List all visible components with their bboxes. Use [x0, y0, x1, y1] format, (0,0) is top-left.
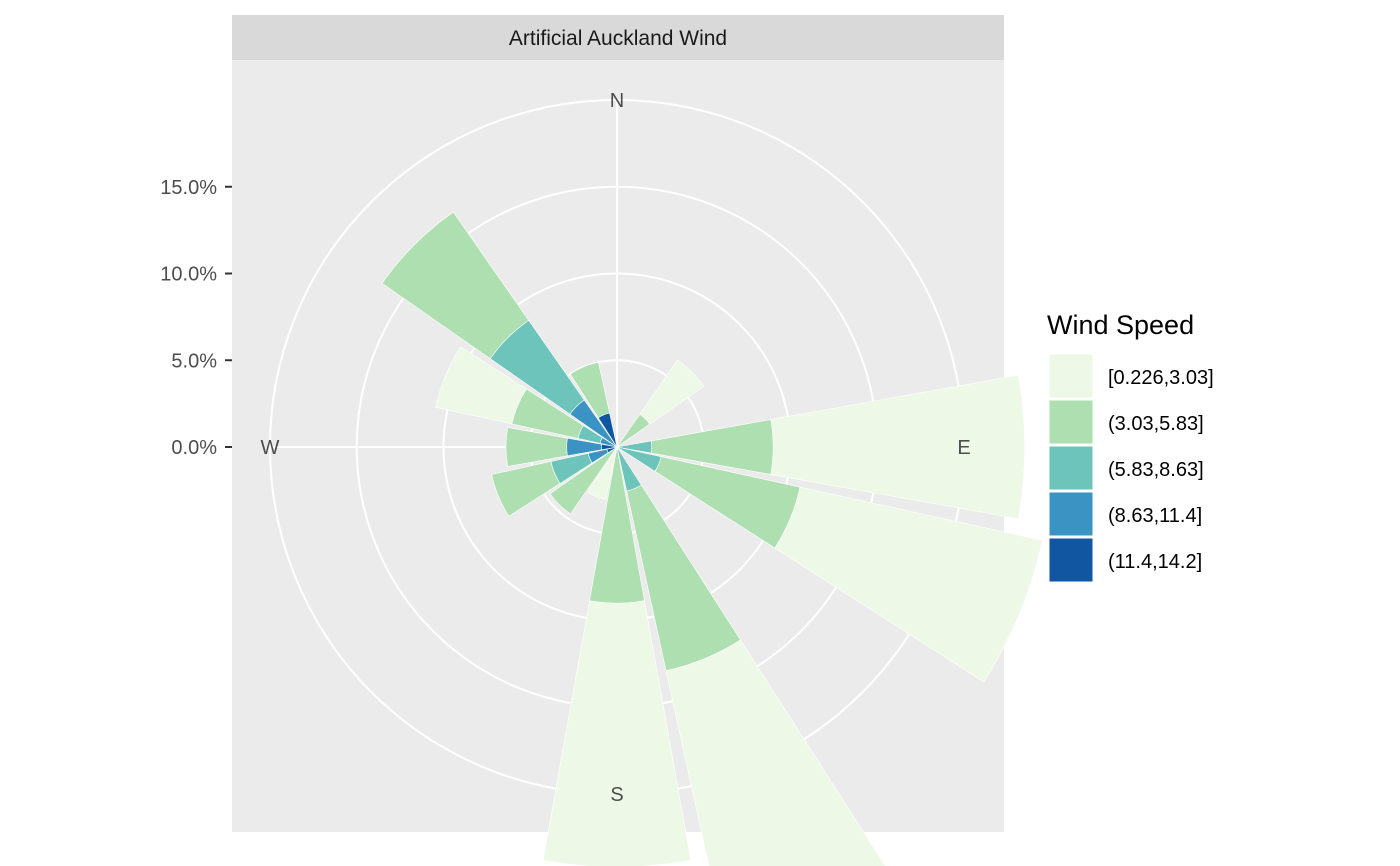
r-tick-label-0: 0.0%	[171, 437, 217, 459]
legend-label-3: (8.63,11.4]	[1108, 505, 1202, 527]
radial-axis: 0.0% 5.0% 10.0% 15.0%	[160, 177, 232, 459]
legend: Wind Speed [0.226,3.03] (3.03,5.83] (5.83,…	[1047, 310, 1214, 582]
legend-title: Wind Speed	[1047, 310, 1194, 340]
legend-swatch-4	[1049, 538, 1093, 582]
legend-label-4: (11.4,14.2]	[1108, 551, 1202, 573]
legend-label-1: (3.03,5.83]	[1108, 413, 1204, 435]
legend-swatch-1	[1049, 400, 1093, 444]
legend-swatch-3	[1049, 492, 1093, 536]
legend-label-0: [0.226,3.03]	[1108, 367, 1214, 389]
legend-label-2: (5.83,8.63]	[1108, 459, 1204, 481]
legend-swatch-2	[1049, 446, 1093, 490]
chart-title: Artificial Auckland Wind	[509, 27, 727, 50]
direction-label-n: N	[610, 90, 624, 112]
direction-label-w: W	[261, 437, 280, 459]
r-tick-label-2: 10.0%	[160, 264, 217, 286]
legend-swatch-0	[1049, 354, 1093, 398]
direction-label-s: S	[610, 784, 623, 806]
legend-items: [0.226,3.03] (3.03,5.83] (5.83,8.63] (8.63,…	[1049, 354, 1214, 582]
direction-label-e: E	[957, 437, 970, 459]
r-tick-label-1: 5.0%	[171, 350, 217, 372]
r-tick-label-3: 15.0%	[160, 177, 217, 199]
